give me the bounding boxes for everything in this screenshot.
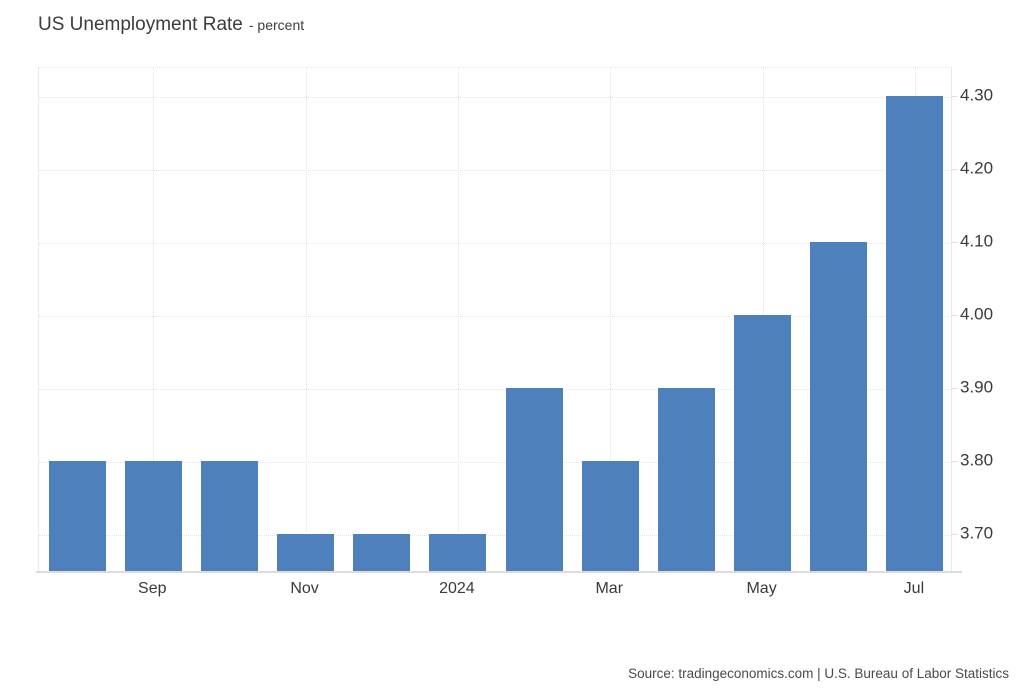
y-tick-mark — [951, 242, 957, 244]
bar — [657, 388, 715, 571]
gridline-vertical — [610, 68, 612, 571]
x-axis-label: Mar — [595, 580, 624, 597]
x-axis-label: May — [746, 580, 777, 597]
gridline-horizontal — [39, 389, 951, 391]
plot-area — [38, 67, 952, 571]
gridline-vertical — [457, 68, 459, 571]
bar — [429, 534, 487, 571]
y-axis-label: 4.20 — [960, 158, 994, 178]
y-tick-mark — [951, 461, 957, 463]
gridline-vertical — [153, 68, 155, 571]
gridline-vertical — [305, 68, 307, 571]
bar — [277, 534, 335, 571]
source-attribution: Source: tradingeconomics.com | U.S. Bure… — [628, 666, 1009, 681]
y-tick-mark — [951, 534, 957, 536]
y-axis-label: 3.80 — [960, 451, 994, 471]
x-axis-label: Nov — [290, 580, 319, 597]
chart-title: US Unemployment Rate - percent — [38, 14, 304, 36]
x-axis-label: 2024 — [439, 580, 475, 597]
y-tick-mark — [951, 388, 957, 390]
y-tick-mark — [951, 169, 957, 171]
y-axis-label: 3.70 — [960, 524, 994, 544]
gridline-horizontal — [39, 316, 951, 318]
y-tick-mark — [951, 315, 957, 317]
bar — [200, 461, 258, 571]
x-axis-line — [36, 571, 962, 573]
chart-title-main: US Unemployment Rate — [38, 14, 243, 35]
gridline-horizontal — [39, 97, 951, 99]
y-axis-label: 4.30 — [960, 85, 994, 105]
x-axis-label: Jul — [903, 580, 925, 597]
y-axis-label: 4.00 — [960, 304, 994, 324]
gridline-horizontal — [39, 462, 951, 464]
bar — [810, 242, 868, 571]
gridline-horizontal — [39, 170, 951, 172]
bar — [734, 315, 792, 571]
gridline-horizontal — [39, 535, 951, 537]
y-axis-label: 3.90 — [960, 377, 994, 397]
gridline-horizontal — [39, 243, 951, 245]
bar — [581, 461, 639, 571]
bar — [48, 461, 106, 571]
bar — [124, 461, 182, 571]
bar — [886, 96, 944, 571]
y-axis-label: 4.10 — [960, 231, 994, 251]
bar — [505, 388, 563, 571]
x-axis-label: Sep — [138, 580, 167, 597]
chart-title-units: - percent — [248, 17, 305, 33]
bar — [353, 534, 411, 571]
y-tick-mark — [951, 96, 957, 98]
